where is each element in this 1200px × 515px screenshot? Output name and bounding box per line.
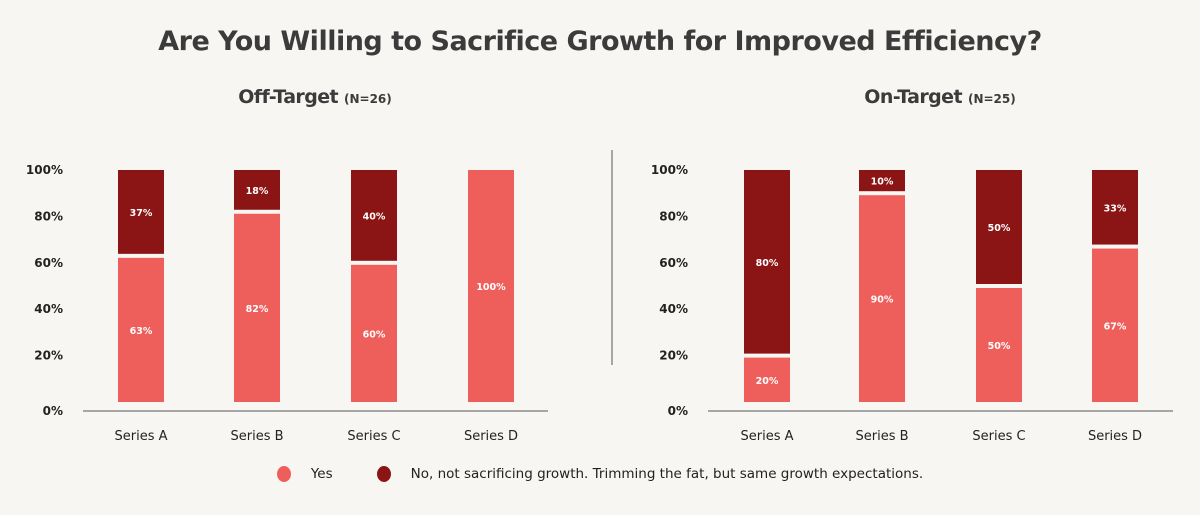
off-target-category-label: Series D bbox=[464, 429, 518, 444]
off-target-bar-segment-no bbox=[351, 170, 397, 261]
on-target-category-label: Series D bbox=[1088, 429, 1142, 444]
on-target-y-tick-label: 0% bbox=[668, 404, 688, 418]
on-target-bar-segment-no bbox=[744, 170, 790, 354]
off-target-bar-segment-yes bbox=[468, 170, 514, 402]
off-target-category-label: Series A bbox=[114, 429, 167, 444]
off-target-data-label: 60% bbox=[363, 329, 386, 340]
off-target-bar-segment-no bbox=[234, 170, 280, 210]
off-target-chart: 0% 20% 40% 60% 80% 100% 63% 37% Series A 82% 18% Se… bbox=[26, 163, 548, 444]
on-target-title: On-Target bbox=[864, 86, 962, 108]
on-target-category-label: Series C bbox=[972, 429, 1025, 444]
on-target-y-tick-label: 40% bbox=[659, 302, 688, 316]
off-target-bar-segment-yes bbox=[118, 257, 164, 402]
on-target-panel-title: On-Target (N=25) bbox=[740, 86, 1140, 108]
off-target-y-tick-label: 0% bbox=[43, 404, 63, 418]
legend-label-yes: Yes bbox=[310, 466, 333, 482]
chart-legend: Yes No, not sacrificing growth. Trimming… bbox=[0, 466, 1200, 482]
legend-swatch-no-icon bbox=[376, 466, 391, 482]
legend-item-yes: Yes bbox=[276, 466, 333, 482]
off-target-data-label: 100% bbox=[476, 282, 506, 293]
off-target-data-label: 82% bbox=[246, 304, 269, 315]
on-target-y-tick-label: 100% bbox=[651, 163, 688, 177]
off-target-data-label: 37% bbox=[130, 208, 153, 219]
on-target-data-label: 50% bbox=[988, 341, 1011, 352]
off-target-y-tick-label: 40% bbox=[34, 302, 63, 316]
on-target-data-label: 80% bbox=[756, 258, 779, 269]
off-target-bar-segment-yes bbox=[234, 213, 280, 402]
on-target-category-label: Series B bbox=[855, 429, 908, 444]
off-target-y-tick-label: 80% bbox=[34, 209, 63, 223]
on-target-category-label: Series A bbox=[740, 429, 793, 444]
on-target-y-tick-label: 20% bbox=[659, 349, 688, 363]
legend-label-no: No, not sacrificing growth. Trimming the… bbox=[410, 466, 924, 482]
on-target-bar-segment-yes bbox=[744, 357, 790, 402]
off-target-data-label: 63% bbox=[130, 326, 153, 337]
off-target-category-label: Series C bbox=[347, 429, 400, 444]
on-target-data-label: 20% bbox=[756, 376, 779, 387]
on-target-data-label: 50% bbox=[988, 223, 1011, 234]
on-target-data-label: 67% bbox=[1104, 321, 1127, 332]
off-target-title: Off-Target bbox=[238, 86, 338, 108]
off-target-data-label: 18% bbox=[246, 186, 269, 197]
on-target-bar-segment-yes bbox=[1092, 248, 1138, 402]
on-target-bar-segment-yes bbox=[859, 195, 905, 402]
on-target-data-label: 10% bbox=[871, 177, 894, 188]
on-target-bar-segment-yes bbox=[976, 288, 1022, 402]
off-target-category-label: Series B bbox=[230, 429, 283, 444]
on-target-bar-segment-no bbox=[1092, 170, 1138, 245]
on-target-chart: 0% 20% 40% 60% 80% 100% 20% 80% Series A 90% 10% Se… bbox=[651, 163, 1173, 444]
off-target-panel-title: Off-Target (N=26) bbox=[115, 86, 515, 108]
on-target-bar-segment-no bbox=[976, 170, 1022, 284]
off-target-y-tick-label: 100% bbox=[26, 163, 63, 177]
off-target-y-tick-label: 60% bbox=[34, 256, 63, 270]
on-target-y-tick-label: 80% bbox=[659, 209, 688, 223]
on-target-bar-segment-no bbox=[859, 170, 905, 192]
legend-swatch-yes-icon bbox=[276, 466, 291, 482]
chart-main-title: Are You Willing to Sacrifice Growth for … bbox=[158, 26, 1042, 57]
on-target-sample-size: (N=25) bbox=[967, 92, 1016, 106]
on-target-data-label: 90% bbox=[871, 295, 894, 306]
on-target-data-label: 33% bbox=[1104, 203, 1127, 214]
off-target-bar-segment-yes bbox=[351, 264, 397, 402]
off-target-data-label: 40% bbox=[363, 211, 386, 222]
legend-item-no: No, not sacrificing growth. Trimming the… bbox=[376, 466, 924, 482]
on-target-y-tick-label: 60% bbox=[659, 256, 688, 270]
off-target-sample-size: (N=26) bbox=[343, 92, 392, 106]
off-target-bar-segment-no bbox=[118, 170, 164, 254]
off-target-y-tick-label: 20% bbox=[34, 349, 63, 363]
